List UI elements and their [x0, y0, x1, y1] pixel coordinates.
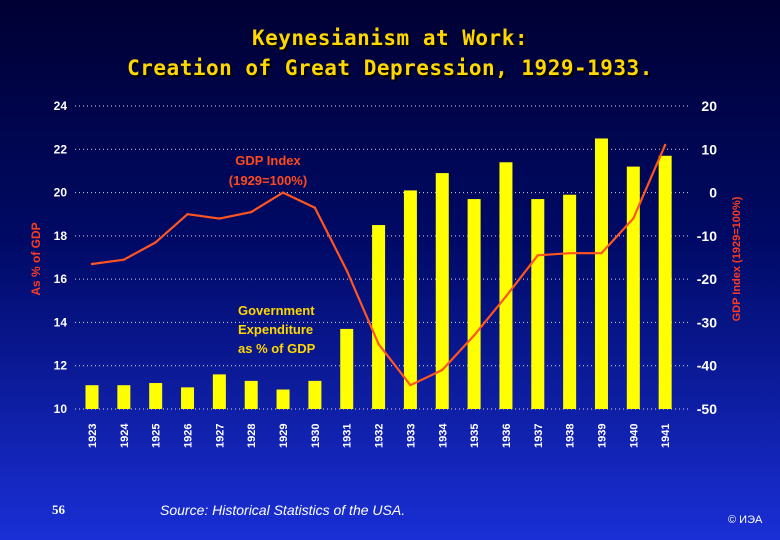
bar	[435, 173, 449, 409]
right-tick-label: 10	[701, 141, 717, 157]
bar	[594, 138, 608, 409]
x-tick-label: 1941	[660, 424, 672, 448]
chart-title-line2: Creation of Great Depression, 1929-1933.	[127, 56, 653, 80]
line-point	[345, 269, 348, 272]
bar	[212, 374, 226, 409]
line-point	[122, 258, 126, 261]
left-tick-label: 18	[54, 229, 68, 243]
gov-expenditure-annotation: Government Expenditure as % of GDP	[238, 303, 316, 356]
right-tick-label: -20	[697, 271, 717, 287]
line-point	[250, 210, 253, 214]
gdp-annotation-line2: (1929=100%)	[229, 173, 307, 188]
right-axis-label: GDP Index (1929=100%)	[731, 196, 743, 321]
right-tick-label: -50	[697, 401, 717, 417]
bar	[244, 380, 258, 409]
page-number: 56	[52, 502, 65, 517]
x-tick-label: 1933	[405, 424, 417, 448]
x-tick-label: 1930	[310, 424, 322, 448]
grid	[75, 105, 690, 410]
left-tick-label: 16	[54, 272, 68, 286]
left-tick-label: 24	[54, 99, 68, 113]
line-point	[600, 251, 603, 255]
bar	[626, 166, 640, 409]
x-tick-label: 1924	[119, 423, 131, 448]
bar	[403, 190, 417, 409]
line-point	[632, 217, 635, 220]
x-tick-label: 1927	[214, 424, 226, 448]
line-point	[281, 191, 285, 194]
right-tick-label: -40	[697, 358, 717, 374]
left-tick-label: 10	[54, 402, 68, 416]
x-tick-label: 1936	[501, 424, 513, 448]
x-tick-label: 1925	[151, 424, 163, 448]
chart-title-line1: Keynesianism at Work:	[251, 26, 528, 50]
bar	[658, 155, 672, 409]
line-point	[377, 342, 380, 346]
right-tick-label: 20	[701, 98, 717, 114]
line-point	[154, 241, 157, 244]
line-point	[536, 254, 539, 257]
source-note: Source: Historical Statistics of the USA…	[160, 502, 406, 518]
x-axis-ticks: 1923 1924 1925 1926 1927 1928 1929 1930 1931 1932…	[87, 423, 672, 448]
bar	[499, 162, 513, 409]
x-tick-label: 1939	[596, 424, 608, 448]
line-point	[568, 251, 571, 255]
bar	[563, 194, 577, 409]
bar	[372, 225, 386, 409]
left-axis-ticks: 10 12 14 16 18 20 22 24	[54, 99, 68, 416]
x-tick-label: 1934	[437, 423, 449, 448]
line-point	[90, 262, 94, 266]
bar	[85, 385, 99, 409]
x-tick-label: 1928	[246, 424, 258, 448]
right-tick-label: -10	[697, 228, 717, 244]
gov-annotation-line1: Government	[238, 303, 315, 318]
gdp-annotation-line1: GDP Index	[235, 153, 301, 168]
x-tick-label: 1926	[183, 424, 195, 448]
bar	[149, 383, 163, 409]
x-tick-label: 1923	[87, 424, 99, 448]
bar	[181, 387, 195, 409]
left-tick-label: 14	[54, 315, 68, 329]
right-axis-ticks: -50 -40 -30 -20 -10 0 10 20	[697, 98, 717, 417]
bar	[531, 199, 545, 409]
x-tick-label: 1931	[342, 424, 354, 448]
line-point	[441, 368, 444, 372]
x-tick-label: 1940	[628, 424, 640, 448]
bar	[340, 328, 354, 409]
x-tick-label: 1938	[565, 424, 577, 448]
gov-annotation-line2: Expenditure	[238, 322, 313, 337]
bar	[276, 389, 290, 409]
x-tick-label: 1932	[374, 424, 386, 448]
left-axis-label: As % of GDP	[29, 222, 43, 295]
left-tick-label: 22	[54, 142, 68, 156]
bar	[117, 385, 131, 409]
bar	[467, 199, 481, 409]
left-tick-label: 12	[54, 359, 68, 373]
copyright: © ИЭА	[728, 514, 763, 526]
gov-annotation-line3: as % of GDP	[238, 341, 316, 356]
x-tick-label: 1929	[278, 424, 290, 448]
line-point	[472, 334, 476, 337]
line-point	[504, 295, 508, 298]
line-point	[313, 206, 317, 209]
gdp-index-annotation: GDP Index (1929=100%)	[229, 153, 307, 188]
line-point	[218, 217, 221, 220]
line-point	[663, 143, 667, 147]
right-tick-label: 0	[709, 185, 717, 201]
right-tick-label: -30	[697, 314, 717, 330]
line-point	[186, 213, 189, 216]
x-tick-label: 1935	[469, 424, 481, 448]
x-tick-label: 1937	[533, 424, 545, 448]
bar	[308, 380, 322, 409]
left-tick-label: 20	[54, 186, 68, 200]
bars	[85, 138, 672, 409]
line-point	[409, 383, 412, 387]
gdp-line	[90, 143, 667, 387]
